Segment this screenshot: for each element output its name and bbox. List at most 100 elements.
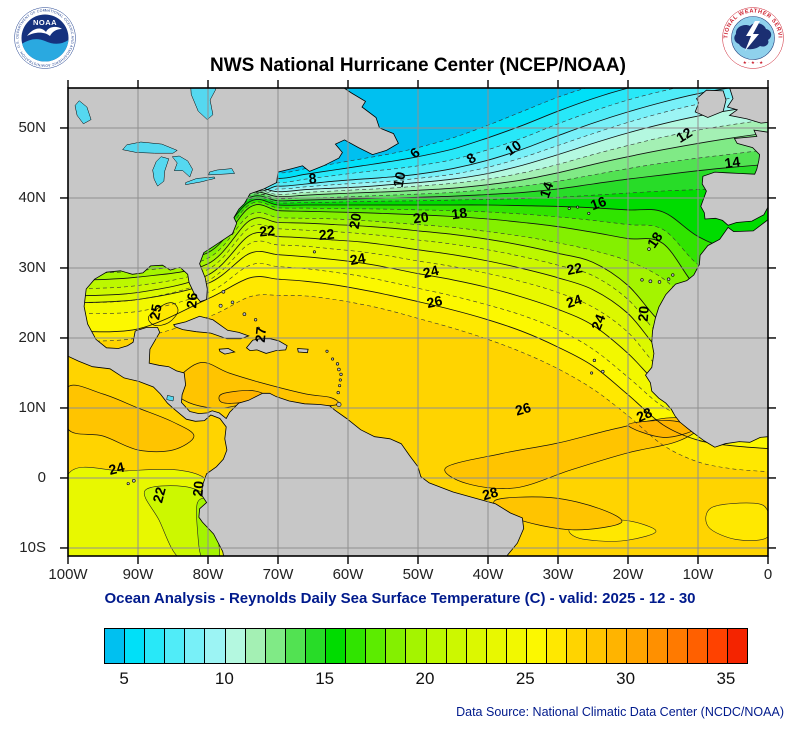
colorbar-cell [647,629,668,663]
lon-tick-label: 0 [763,566,773,583]
island [312,250,316,254]
cool-patch [705,502,768,541]
colorbar-tick-label: 20 [415,669,435,688]
lat-tick-label: 30N [18,258,46,276]
island [587,211,591,215]
lon-tick-label: 30W [542,566,574,583]
isotherm-13 [68,149,768,234]
colorbar-cell [687,629,708,663]
colorbar-cell [466,629,487,663]
island [337,367,341,372]
island [336,401,342,407]
lat-tick-label: 10N [18,398,46,416]
contour-label-26: 26 [513,399,533,419]
contour-label-24: 24 [588,312,609,333]
contour-label-26: 26 [183,292,200,309]
colorbar-cell [526,629,548,663]
island [335,362,340,366]
isotherm-26 [68,276,768,450]
isotherm-7 [218,88,677,188]
lon-tick-label: 70W [262,566,294,583]
isotherm-19 [68,211,768,329]
lake [122,141,178,154]
contour-label-24: 24 [564,291,584,311]
lon-tick-label: 50W [402,566,434,583]
contour-label-22: 22 [565,259,584,278]
land-mass [700,129,768,226]
colorbar-cell [105,629,126,663]
island [657,280,662,284]
island [230,300,235,304]
contour-label-24: 24 [349,250,367,268]
colorbar-cell [406,629,427,663]
island [331,357,335,361]
colorbar-cell [346,629,367,663]
colorbar-tick-label: 5 [119,669,129,688]
noaa-name-text: NOAA [33,18,57,27]
island [647,247,651,251]
island [666,277,671,281]
lat-tick-label: 10S [19,538,46,556]
warm-patch [68,384,195,453]
island [221,289,226,294]
contour-label-28: 28 [480,484,500,504]
lon-tick-label: 10W [682,566,714,583]
contour-label-22: 22 [259,222,276,239]
colorbar-tick-label: 25 [515,669,535,688]
island [256,326,260,330]
land-mass [68,88,525,556]
land-mass [726,88,768,124]
colorbar-cell [165,629,186,663]
colorbar-cell [567,629,588,663]
island [592,358,597,362]
contour-label-16: 16 [588,193,608,213]
colorbar-cell [486,629,507,663]
island [338,384,342,388]
colorbar-cell [285,629,306,663]
island [339,372,343,376]
colorbar-tick-label: 15 [315,669,335,688]
page-title: NWS National Hurricane Center (NCEP/NOAA… [210,55,626,76]
colorbar-cell [326,629,347,663]
island [336,390,340,395]
contour-label-22: 22 [149,485,169,504]
island [126,482,130,486]
colorbar-cell [366,629,387,663]
map-subtitle: Ocean Analysis - Reynolds Daily Sea Surf… [104,590,696,607]
contour-label-14: 14 [723,153,741,171]
contour-label-24: 24 [421,262,440,281]
isotherm-16 [68,198,768,256]
land-mass [173,315,250,340]
colorbar-cell [627,629,648,663]
lon-tick-label: 80W [192,566,224,583]
colorbar-cell [225,629,246,663]
island [576,205,580,209]
isotherm-27 [68,294,768,472]
island [325,349,329,353]
lake [74,100,92,125]
temperature-colorbar [104,628,748,664]
island [671,273,675,277]
warm-patch [147,302,179,327]
contour-label-25: 25 [146,303,164,321]
colorbar-cell [587,629,608,663]
colorbar-tick-label: 30 [616,669,636,688]
lake [152,156,170,187]
data-source: Data Source: National Climatic Data Cent… [456,705,784,719]
lake [166,395,174,402]
contour-label-20: 20 [346,212,364,230]
nws-logo: NATIONAL WEATHER SERVICE★ · ★ · ★ [720,3,784,69]
colorbar-cell [185,629,206,663]
contour-label-20: 20 [189,480,206,497]
isotherm-15 [68,187,768,248]
colorbar-cell [305,629,327,663]
land-mass [645,219,768,448]
contour-label-8: 8 [308,170,317,187]
colorbar-cell [245,629,266,663]
contour-label-20: 20 [412,208,430,226]
lat-tick-label: 0 [37,468,46,486]
island [648,279,653,284]
contour-label-12: 12 [673,124,695,146]
